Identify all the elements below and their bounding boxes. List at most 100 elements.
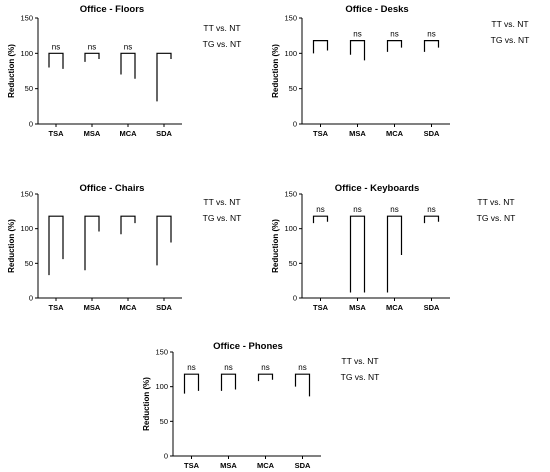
legend-entry-tt: TT vs. NT (491, 19, 528, 29)
y-tick-label: 150 (20, 190, 33, 199)
significance-label: ns (390, 205, 398, 214)
y-tick-label: 150 (284, 14, 297, 23)
x-tick-label: MSA (84, 303, 101, 312)
comparison-bracket (220, 373, 237, 391)
significance-label: ns (52, 42, 60, 51)
comparison-bracket (294, 373, 311, 397)
y-tick-label: 150 (20, 14, 33, 23)
chart-panel-1: Office - Desks 0 50 100 150 Reduction (%) TSA M… (271, 4, 529, 138)
y-tick-label: 100 (284, 224, 297, 233)
chart-title: Office - Keyboards (335, 183, 419, 194)
y-axis-label: Reduction (%) (142, 377, 151, 431)
legend-entry-tt: TT vs. NT (203, 197, 240, 207)
y-axis-label: Reduction (%) (7, 44, 16, 98)
comparison-bracket (386, 40, 403, 52)
comparison-bracket (156, 52, 172, 102)
legend-entry-tg: TG vs. NT (491, 35, 530, 45)
y-tick-label: 0 (293, 120, 297, 129)
x-tick-label: TSA (49, 303, 65, 312)
chart-title: Office - Chairs (80, 183, 145, 194)
significance-label: ns (124, 42, 132, 51)
x-tick-label: TSA (313, 129, 329, 138)
y-axis-label: Reduction (%) (271, 219, 280, 273)
x-tick-label: MCA (119, 129, 137, 138)
legend-entry-tt: TT vs. NT (203, 23, 240, 33)
legend-entry-tg: TG vs. NT (341, 372, 380, 382)
comparison-bracket (257, 373, 274, 382)
y-tick-label: 100 (155, 382, 168, 391)
x-tick-label: MSA (349, 303, 366, 312)
x-tick-label: SDA (424, 129, 440, 138)
chart-title: Office - Desks (345, 4, 408, 15)
x-tick-label: TSA (49, 129, 65, 138)
legend-entry-tg: TG vs. NT (477, 213, 516, 223)
y-tick-label: 100 (284, 49, 297, 58)
legend-entry-tt: TT vs. NT (477, 197, 514, 207)
x-tick-label: MSA (349, 129, 366, 138)
chart-title: Office - Phones (213, 341, 283, 352)
legend-entry-tt: TT vs. NT (341, 356, 378, 366)
y-tick-label: 0 (29, 120, 33, 129)
significance-label: ns (353, 205, 361, 214)
comparison-bracket (84, 52, 100, 62)
x-tick-label: SDA (424, 303, 440, 312)
x-tick-label: SDA (156, 303, 172, 312)
significance-label: ns (88, 42, 96, 51)
chart-title: Office - Floors (80, 4, 144, 15)
significance-label: ns (353, 30, 361, 39)
y-axis-label: Reduction (%) (7, 219, 16, 273)
comparison-bracket (349, 215, 366, 293)
x-tick-label: SDA (295, 461, 311, 470)
y-tick-label: 100 (20, 224, 33, 233)
significance-label: ns (427, 30, 435, 39)
comparison-bracket (386, 215, 403, 293)
comparison-bracket (312, 215, 329, 224)
chart-panel-0: Office - Floors 0 50 100 150 Reduction (%) TSA… (7, 4, 241, 138)
x-tick-label: TSA (313, 303, 329, 312)
significance-label: ns (298, 363, 306, 372)
x-tick-label: TSA (184, 461, 200, 470)
y-tick-label: 150 (155, 348, 168, 357)
significance-label: ns (427, 205, 435, 214)
x-tick-label: MSA (220, 461, 237, 470)
comparison-bracket (48, 52, 64, 69)
y-tick-label: 0 (293, 294, 297, 303)
comparison-bracket (312, 40, 329, 54)
y-tick-label: 50 (160, 417, 168, 426)
x-tick-label: MCA (386, 129, 404, 138)
y-tick-label: 50 (25, 259, 33, 268)
y-tick-label: 100 (20, 49, 33, 58)
x-tick-label: MCA (386, 303, 404, 312)
chart-panel-3: Office - Keyboards 0 50 100 150 Reduction (%)… (271, 183, 515, 312)
comparison-bracket (423, 215, 440, 224)
y-tick-label: 0 (164, 452, 168, 461)
y-tick-label: 50 (25, 84, 33, 93)
comparison-bracket (423, 40, 440, 52)
significance-label: ns (390, 30, 398, 39)
comparison-bracket (84, 215, 100, 271)
x-tick-label: SDA (156, 129, 172, 138)
chart-panel-4: Office - Phones 0 50 100 150 Reduction (%) TSA… (142, 341, 379, 470)
significance-label: ns (316, 205, 324, 214)
chart-panel-2: Office - Chairs 0 50 100 150 Reduction (%) TSA… (7, 183, 241, 312)
comparison-bracket (120, 52, 136, 79)
significance-label: ns (261, 363, 269, 372)
x-tick-label: MCA (119, 303, 137, 312)
comparison-bracket (156, 215, 172, 266)
legend-entry-tg: TG vs. NT (203, 213, 242, 223)
y-tick-label: 50 (289, 259, 297, 268)
x-tick-label: MSA (84, 129, 101, 138)
y-axis-label: Reduction (%) (271, 44, 280, 98)
y-tick-label: 50 (289, 84, 297, 93)
comparison-bracket (349, 40, 366, 61)
comparison-bracket (48, 215, 64, 276)
y-tick-label: 150 (284, 190, 297, 199)
y-tick-label: 0 (29, 294, 33, 303)
x-tick-label: MCA (257, 461, 275, 470)
comparison-bracket (120, 215, 136, 235)
comparison-bracket (183, 373, 200, 394)
significance-label: ns (224, 363, 232, 372)
legend-entry-tg: TG vs. NT (203, 39, 242, 49)
significance-label: ns (187, 363, 195, 372)
